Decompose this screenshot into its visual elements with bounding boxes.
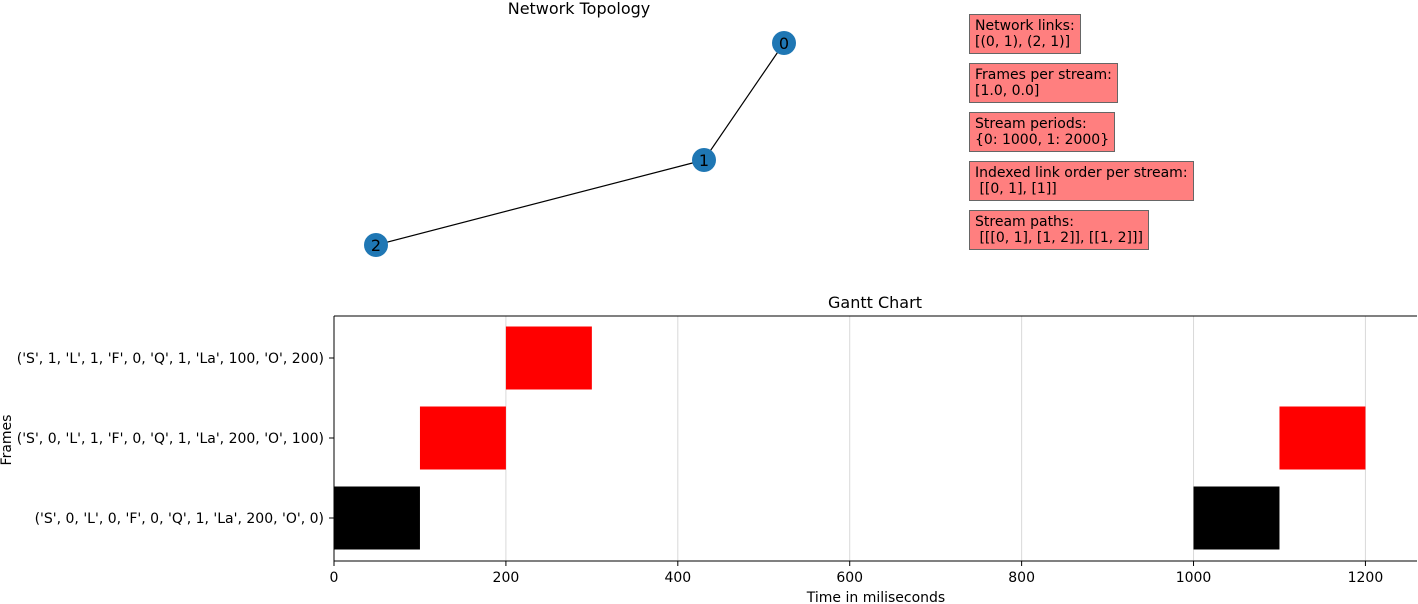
- y-tick-label: ('S', 0, 'L', 0, 'F', 0, 'Q', 1, 'La', 2…: [35, 511, 324, 527]
- info-box-label: Frames per stream:: [975, 67, 1112, 83]
- x-axis-label: Time in miliseconds: [806, 590, 945, 604]
- topology-edges: [375, 42, 785, 246]
- info-box: Stream periods: {0: 1000, 1: 2000}: [969, 112, 1116, 152]
- gantt-bars: [334, 326, 1366, 550]
- x-tick-label: 0: [330, 570, 339, 586]
- gantt-bar: [419, 406, 506, 470]
- topology-title: Network Topology: [508, 0, 651, 18]
- gantt-bar: [505, 326, 592, 390]
- topology-edge: [703, 42, 785, 161]
- gantt-bar: [334, 486, 420, 550]
- x-tick-label: 200: [493, 570, 520, 586]
- info-box: Network links: [(0, 1), (2, 1)]: [969, 14, 1081, 54]
- y-tick-label: ('S', 1, 'L', 1, 'F', 0, 'Q', 1, 'La', 1…: [17, 351, 324, 367]
- gantt-title: Gantt Chart: [828, 293, 922, 312]
- info-box: Stream paths: [[[0, 1], [1, 2]], [[1, 2]…: [969, 210, 1149, 250]
- topology-node-label: 1: [699, 151, 709, 170]
- gantt-axes: 0 200 400 600 800 1000 1200 ('S', 0, 'L', 0, 'F…: [17, 315, 1417, 586]
- network-topology-graph: Network Topology 0 1 2: [364, 0, 796, 257]
- info-box-value: [1.0, 0.0]: [975, 83, 1040, 99]
- gantt-bar: [1279, 406, 1366, 470]
- info-box-value: [[0, 1], [1]]: [975, 181, 1057, 197]
- info-box-value: [(0, 1), (2, 1)]: [975, 34, 1071, 50]
- info-box-label: Stream paths:: [975, 214, 1074, 230]
- info-box-value: {0: 1000, 1: 2000}: [975, 132, 1110, 148]
- y-axis-label: Frames: [0, 415, 15, 466]
- info-box-label: Network links:: [975, 18, 1075, 34]
- x-tick-label: 800: [1008, 570, 1035, 586]
- gantt-bar: [1193, 486, 1280, 550]
- topology-node: [692, 148, 716, 172]
- y-tick-label: ('S', 0, 'L', 1, 'F', 0, 'Q', 1, 'La', 2…: [17, 431, 324, 447]
- info-box-value: [[[0, 1], [1, 2]], [[1, 2]]]: [975, 230, 1143, 246]
- info-box: Indexed link order per stream: [[0, 1], …: [969, 161, 1194, 201]
- topology-edge: [375, 159, 705, 246]
- x-tick-label: 1200: [1348, 570, 1384, 586]
- gantt-gridlines: [505, 316, 1366, 561]
- topology-nodes: 0 1 2: [364, 31, 796, 257]
- info-box: Frames per stream: [1.0, 0.0]: [969, 63, 1118, 103]
- info-box-label: Stream periods:: [975, 116, 1087, 132]
- x-tick-label: 400: [664, 570, 691, 586]
- topology-node: [772, 31, 796, 55]
- topology-node-label: 0: [779, 34, 789, 53]
- x-tick-label: 1000: [1176, 570, 1212, 586]
- info-box-label: Indexed link order per stream:: [975, 165, 1188, 181]
- topology-node-label: 2: [371, 236, 381, 255]
- topology-node: [364, 233, 388, 257]
- x-tick-label: 600: [836, 570, 863, 586]
